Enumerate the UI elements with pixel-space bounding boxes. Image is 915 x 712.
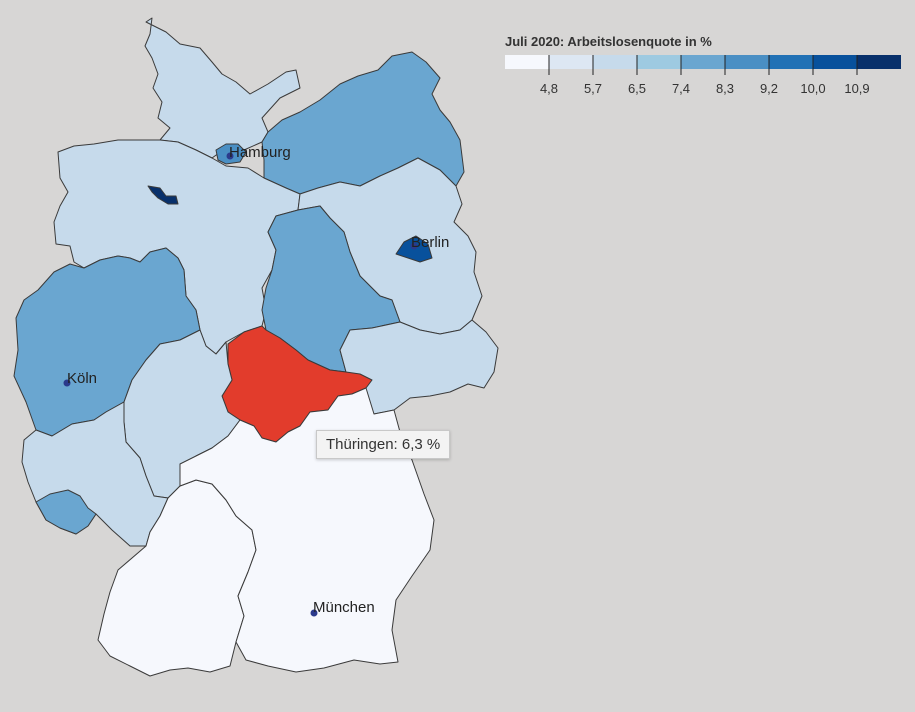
- city-label-muenchen: München: [313, 599, 375, 616]
- city-marker-hamburg: [226, 152, 234, 160]
- legend-swatch: [813, 55, 857, 69]
- legend-swatch: [681, 55, 725, 69]
- region-sachsen[interactable]: [339, 319, 499, 415]
- legend-tick-label: 9,2: [760, 81, 778, 96]
- region-saarland[interactable]: [35, 489, 97, 535]
- legend-swatch: [769, 55, 813, 69]
- legend-tick-label: 10,0: [800, 81, 825, 96]
- legend-swatch: [505, 55, 549, 69]
- city-marker-muenchen: [310, 609, 318, 617]
- region-bremen[interactable]: [147, 185, 179, 205]
- legend-tick-label: 5,7: [584, 81, 602, 96]
- legend-tick-label: 10,9: [844, 81, 869, 96]
- legend-tick-label: 6,5: [628, 81, 646, 96]
- legend-swatch: [549, 55, 593, 69]
- city-label-berlin: Berlin: [411, 234, 449, 251]
- legend-swatch: [725, 55, 769, 69]
- legend-swatch: [857, 55, 901, 69]
- legend-tick-label: 7,4: [672, 81, 690, 96]
- legend-title: Juli 2020: Arbeitslosenquote in %: [505, 34, 712, 49]
- city-label-hamburg: Hamburg: [229, 144, 291, 161]
- states-layer: [13, 17, 499, 677]
- cities-layer: Hamburg Berlin Köln München: [63, 144, 449, 617]
- legend-ticks: 4,8 5,7 6,5 7,4 8,3 9,2 10,0 10,9: [540, 55, 870, 96]
- legend-swatch: [593, 55, 637, 69]
- legend-swatches: [505, 55, 901, 69]
- city-marker-koeln: [63, 379, 71, 387]
- legend-tick-label: 4,8: [540, 81, 558, 96]
- region-bayern[interactable]: [179, 387, 435, 673]
- color-legend: Juli 2020: Arbeitslosenquote in % 4,8 5,7…: [505, 34, 901, 96]
- legend-tick-label: 8,3: [716, 81, 734, 96]
- region-schleswig-holstein[interactable]: [144, 17, 301, 159]
- region-tooltip: Thüringen: 6,3 %: [316, 430, 451, 459]
- legend-swatch: [637, 55, 681, 69]
- city-label-koeln: Köln: [67, 370, 97, 387]
- city-marker-berlin: [410, 242, 418, 250]
- region-niedersachsen[interactable]: [53, 139, 301, 355]
